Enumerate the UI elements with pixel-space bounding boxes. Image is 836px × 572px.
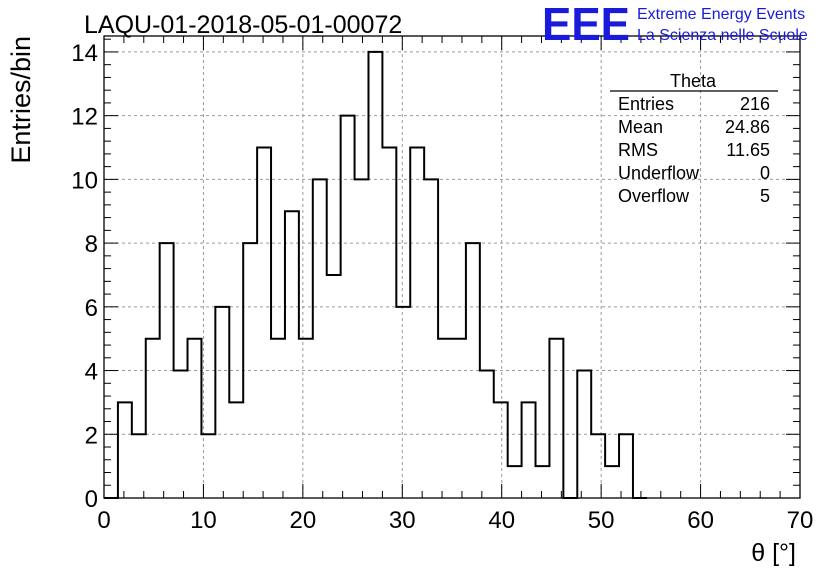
histogram-bin (619, 434, 633, 498)
histogram-bin (299, 339, 313, 498)
stats-value-overflow: 5 (760, 186, 770, 206)
histogram-bin (480, 371, 494, 498)
histogram-bin (271, 339, 285, 498)
histogram-bin (355, 179, 369, 498)
x-tick-label: 30 (389, 507, 416, 534)
x-tick-label: 40 (488, 507, 515, 534)
eee-logo-line2: La Scienza nelle Scuole (637, 27, 808, 44)
stats-label-entries: Entries (618, 94, 674, 114)
x-tick-label: 20 (290, 507, 317, 534)
y-axis-label: Entries/bin (6, 36, 36, 164)
stats-value-underflow: 0 (760, 163, 770, 183)
histogram-bin (368, 52, 382, 498)
histogram-bin (605, 466, 619, 498)
histogram-bin (494, 402, 508, 498)
x-tick-label: 70 (787, 507, 814, 534)
histogram-bin (146, 339, 160, 498)
histogram-bin (243, 243, 257, 498)
histogram-bin (466, 243, 480, 498)
x-tick-label: 50 (588, 507, 615, 534)
stats-box-title: Theta (670, 71, 717, 91)
y-tick-label: 14 (71, 40, 98, 67)
chart-title: LAQU-01-2018-05-01-00072 (84, 11, 402, 39)
histogram-bin (215, 307, 229, 498)
eee-logo: EEE Extreme Energy Events La Scienza nel… (542, 0, 808, 50)
y-tick-label: 2 (85, 422, 98, 449)
histogram-bin (160, 243, 174, 498)
histogram-bin (118, 402, 132, 498)
histogram-bin (536, 466, 550, 498)
histogram-bin (508, 466, 522, 498)
histogram-bin (313, 179, 327, 498)
histogram-bin (396, 307, 410, 498)
stats-label-rms: RMS (618, 140, 658, 160)
y-tick-label: 0 (85, 486, 98, 513)
stats-box: Theta Entries 216 Mean 24.86 RMS 11.65 U… (610, 71, 778, 206)
stats-value-rms: 11.65 (726, 140, 770, 160)
histogram-bin (424, 179, 438, 498)
x-axis-label: θ [°] (751, 539, 796, 567)
histogram-bin (382, 148, 396, 498)
stats-label-overflow: Overflow (618, 186, 690, 206)
y-tick-label: 10 (71, 167, 98, 194)
histogram-bin (257, 148, 271, 498)
histogram-bins (118, 52, 633, 498)
histogram-bin (188, 339, 202, 498)
histogram-bin (591, 434, 605, 498)
eee-logo-line1: Extreme Energy Events (637, 6, 805, 23)
histogram-bin (577, 371, 591, 498)
histogram-bin (522, 402, 536, 498)
histogram-bin (174, 371, 188, 498)
stats-label-mean: Mean (618, 117, 663, 137)
y-tick-label: 8 (85, 231, 98, 258)
histogram-bin (132, 434, 146, 498)
histogram-bin (341, 116, 355, 498)
plot-frame (103, 35, 801, 499)
x-tick-label: 0 (97, 507, 110, 534)
histogram-bin (327, 275, 341, 498)
axis-ticks (103, 36, 801, 499)
histogram-bin (438, 339, 452, 498)
stats-label-underflow: Underflow (618, 163, 700, 183)
eee-logo-mark: EEE (542, 0, 630, 50)
x-tick-label: 10 (190, 507, 217, 534)
stats-value-entries: 216 (740, 94, 770, 114)
x-tick-label: 60 (687, 507, 714, 534)
y-tick-label: 12 (71, 104, 98, 131)
y-tick-label: 4 (85, 359, 98, 386)
histogram-bin (452, 339, 466, 498)
histogram-bin (229, 402, 243, 498)
stats-value-mean: 24.86 (725, 117, 770, 137)
y-tick-label: 6 (85, 295, 98, 322)
histogram-outline (104, 50, 647, 499)
histogram-bin (549, 339, 563, 498)
histogram-bin (285, 211, 299, 498)
histogram-bin (410, 148, 424, 498)
